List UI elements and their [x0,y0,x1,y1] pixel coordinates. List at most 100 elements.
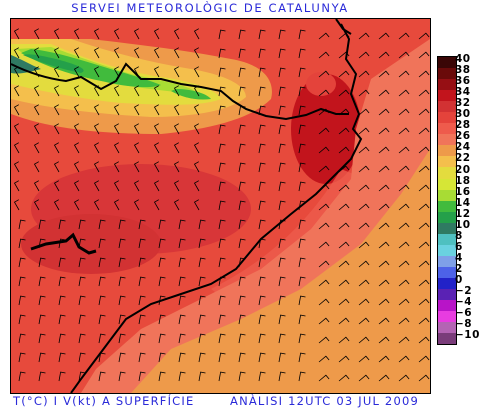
wind-barb [298,48,306,59]
wind-barb [193,28,200,40]
wind-barb [218,29,226,40]
wind-barb [398,108,410,116]
wind-barb [358,260,370,268]
wind-barb [113,142,120,154]
wind-barb [58,352,66,363]
wind-barb [258,67,266,78]
wind-barb [118,371,126,382]
wind-barb [33,47,40,59]
wind-barb [113,123,120,135]
wind-barb [198,276,206,287]
wind-barb [33,123,40,135]
wind-barb [93,104,100,116]
wind-barb [118,295,126,306]
wind-barb [298,219,306,230]
wind-barb [118,314,126,325]
wind-barb [133,142,140,154]
legend-swatch [438,322,456,334]
wind-barb [378,222,390,230]
wind-barb [398,374,410,382]
wind-barb [218,105,226,116]
wind-barb [378,336,390,344]
legend-swatch [438,288,456,301]
wind-barb [38,333,46,344]
wind-barb [173,47,180,59]
wind-barb [98,257,106,268]
wind-barb [13,66,20,78]
wind-barb [18,314,26,325]
wind-barb [318,355,330,363]
wind-barb [398,298,410,306]
wind-barb [358,146,370,154]
wind-barb [218,143,226,154]
wind-barb [278,276,286,287]
wind-barb [398,336,410,344]
wind-barb [193,180,200,192]
wind-barb [298,371,306,382]
wind-barb [133,47,140,59]
wind-barb [238,333,246,344]
wind-barb [33,161,40,173]
wind-barb [318,260,330,268]
wind-barb [133,199,140,211]
wind-barb [13,199,20,211]
wind-barb [278,352,286,363]
wind-barb [298,67,306,78]
wind-barb [418,336,430,344]
wind-barb [178,238,186,249]
wind-barb [78,352,86,363]
wind-barb [238,276,246,287]
wind-barb [53,161,60,173]
wind-barb [178,257,186,268]
wind-barb [358,165,370,173]
wind-barb [238,371,246,382]
wind-barb [53,47,60,59]
legend-swatch [438,90,456,102]
wind-barb [418,89,430,97]
wind-barb [278,29,286,40]
wind-barb [138,276,146,287]
wind-barb [238,29,246,40]
legend-swatch [438,178,456,190]
wind-barb [238,238,246,249]
legend-swatch [438,123,456,135]
wind-barb [13,123,20,135]
wind-barb [338,32,350,40]
wind-barb [258,333,266,344]
wind-barb [378,203,390,211]
legend-label: 22 [455,152,471,165]
wind-barb [358,279,370,287]
wind-barb [278,181,286,192]
legend-swatch [438,333,456,345]
wind-barb [358,89,370,97]
wind-barb [258,295,266,306]
legend-label: −6 [455,307,473,320]
legend-label: 4 [455,251,463,264]
wind-barb [238,257,246,268]
wind-barb [378,184,390,192]
wind-barb [118,238,126,249]
wind-barb [218,67,226,78]
wind-barb [238,352,246,363]
wind-barb [238,295,246,306]
wind-barb [178,333,186,344]
wind-barb [58,219,66,230]
wind-barb [38,295,46,306]
wind-barb [238,162,246,173]
wind-barb [338,355,350,363]
wind-barb [153,85,160,97]
hot-core-northeast [291,74,361,184]
wind-barb [358,184,370,192]
wind-barb [138,352,146,363]
wind-barb [153,104,160,116]
wind-barb [418,355,430,363]
wind-barb [318,374,330,382]
wind-barb [258,200,266,211]
wind-barb [78,371,86,382]
wind-barb [298,105,306,116]
wind-barb [33,199,40,211]
wind-barb [238,219,246,230]
wind-barb [98,276,106,287]
wind-barb [153,47,160,59]
wind-barb [78,276,86,287]
